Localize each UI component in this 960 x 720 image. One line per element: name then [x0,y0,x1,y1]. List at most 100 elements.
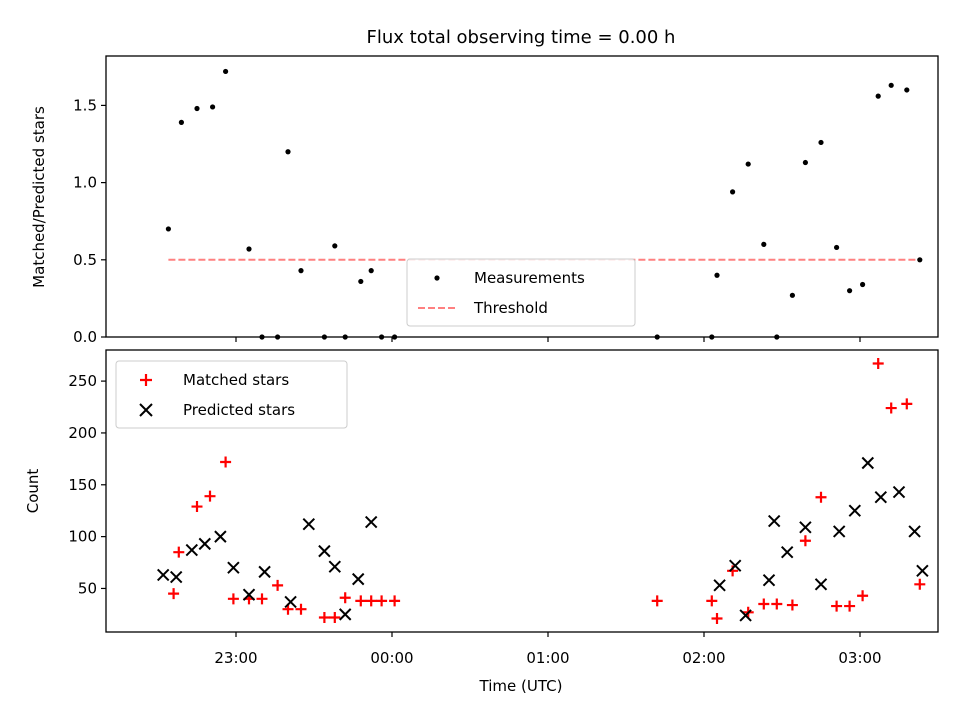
matched-star-point [220,456,232,468]
measurement-point [298,268,304,274]
predicted-star-point [242,588,256,601]
matched-star-point [173,546,185,558]
x-axis-label: Time (UTC) [479,677,563,695]
bottom-axes-frame [105,349,939,633]
chart-title: Flux total observing time = 0.00 h [367,27,676,48]
top-axes-frame [105,55,939,338]
measurement-point [194,105,200,112]
matched-star-point [651,595,663,607]
x-tick-label: 03:00 [838,649,881,667]
measurement-point [332,243,338,249]
predicted-star-point [799,521,812,534]
predicted-star-point [874,491,888,504]
predicted-star-point [214,530,227,543]
measurement-point [789,292,796,298]
predicted-star-point [762,573,776,587]
matched-star-point [168,588,180,600]
bottom-y-tick-label: 100 [68,528,97,546]
matched-star-point [295,603,307,615]
matched-star-point [227,593,239,605]
predicted-star-point [892,485,906,499]
measurement-point [210,104,216,110]
predicted-star-point [156,568,170,582]
x-tick-label: 02:00 [682,649,725,667]
legend-measurements-label: Measurements [474,269,585,287]
measurement-point [888,82,894,88]
predicted-star-point [302,517,316,531]
measurement-point [368,268,374,274]
measurement-point [875,93,881,99]
legend-measurements-marker [434,275,440,281]
matched-star-point [272,579,284,591]
bottom-y-tick-label: 250 [68,372,97,390]
measurement-point [285,149,291,155]
bottom-legend: Matched stars Predicted stars [115,360,348,429]
measurement-point [745,161,751,167]
predicted-star-point [364,515,378,529]
matched-star-point [857,590,869,602]
measurement-point [223,68,229,75]
top-plot-area: 0.0 0.5 1.0 1.5 [73,68,923,346]
matched-star-point [771,598,783,610]
legend-predicted-label: Predicted stars [183,401,295,419]
predicted-star-point [338,608,352,621]
matched-star-point [389,595,401,607]
matched-star-point [711,613,723,625]
matched-star-point [799,535,811,547]
matched-star-point [901,398,913,410]
predicted-star-point [713,579,726,592]
matched-star-point [831,600,843,612]
matched-star-point [786,599,798,611]
matched-star-point [376,595,388,607]
predicted-star-point [351,572,365,586]
predicted-star-point [198,537,212,551]
legend-matched-label: Matched stars [183,371,289,389]
predicted-star-point [832,525,846,538]
predicted-star-point [908,525,921,538]
predicted-star-point [728,559,742,572]
measurement-point [802,159,809,166]
top-y-tick-label: 1.0 [73,174,97,192]
measurement-point [847,288,853,294]
top-y-axis-label: Matched/Predicted stars [30,106,48,288]
predicted-star-point [780,545,794,559]
predicted-star-point [258,565,271,579]
predicted-star-point [848,504,862,517]
predicted-star-point [284,595,297,609]
predicted-star-point [767,514,781,528]
measurement-point [904,87,910,93]
bottom-y-tick-label: 200 [68,424,97,442]
matched-star-point [256,593,268,605]
measurement-point [246,246,252,252]
measurement-point [818,139,824,146]
measurement-point [358,278,364,285]
measurement-point [165,226,171,232]
matched-star-point [329,611,341,623]
matched-star-point [365,595,377,607]
matched-star-point [872,357,884,369]
matched-star-point [844,600,856,612]
top-panel: Flux total observing time = 0.00 h 0.00.… [30,27,939,346]
top-legend-box [406,258,636,327]
top-legend: Measurements Threshold [406,258,636,327]
matched-star-point [204,490,216,502]
legend-matched-marker [140,374,152,386]
top-y-tick-label: 1.5 [73,96,97,114]
matched-star-point [339,592,351,604]
measurement-point [178,119,184,125]
bottom-y-axis-label: Count [24,469,42,514]
matched-star-point [355,595,367,607]
matched-star-point [191,501,203,513]
x-tick-label: 01:00 [526,649,569,667]
predicted-star-point [318,544,331,558]
predicted-star-point [169,570,183,584]
measurement-point [761,241,767,247]
measurement-point [917,257,923,263]
predicted-star-point [227,561,240,574]
legend-threshold-label: Threshold [473,299,548,317]
matched-star-point [815,491,827,503]
legend-predicted-marker [139,403,153,417]
bottom-y-tick-label: 150 [68,476,97,494]
